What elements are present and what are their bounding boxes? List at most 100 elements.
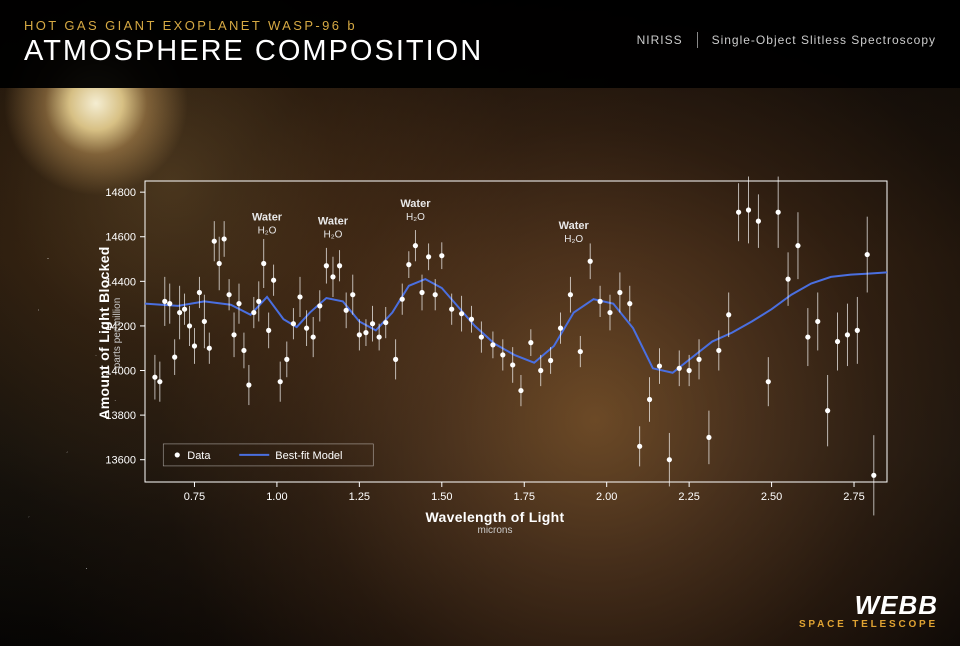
spectrum-chart: Amount of Light Blocked parts per millio… bbox=[95, 175, 895, 490]
x-axis-units: microns bbox=[426, 525, 565, 536]
data-point bbox=[400, 297, 405, 302]
header-divider bbox=[697, 32, 698, 48]
data-point bbox=[500, 352, 505, 357]
data-point bbox=[766, 379, 771, 384]
data-point bbox=[647, 397, 652, 402]
data-point bbox=[197, 290, 202, 295]
data-point bbox=[510, 362, 515, 367]
data-point bbox=[222, 236, 227, 241]
data-point bbox=[433, 292, 438, 297]
data-point bbox=[736, 210, 741, 215]
data-point bbox=[548, 358, 553, 363]
x-axis-label: Wavelength of Light microns bbox=[426, 509, 565, 536]
data-point bbox=[726, 312, 731, 317]
legend-model-label: Best-fit Model bbox=[275, 450, 342, 462]
data-point bbox=[256, 299, 261, 304]
data-point bbox=[192, 343, 197, 348]
logo-webb: WEBB bbox=[799, 594, 938, 617]
x-axis-title: Wavelength of Light bbox=[426, 509, 565, 525]
x-tick-label: 1.25 bbox=[349, 491, 370, 503]
data-point bbox=[187, 323, 192, 328]
data-point bbox=[406, 262, 411, 267]
x-tick-label: 2.25 bbox=[678, 491, 699, 503]
data-point bbox=[528, 340, 533, 345]
data-point bbox=[637, 444, 642, 449]
data-point bbox=[291, 321, 296, 326]
x-tick-label: 1.50 bbox=[431, 491, 452, 503]
data-point bbox=[344, 308, 349, 313]
data-point bbox=[871, 473, 876, 478]
data-point bbox=[756, 219, 761, 224]
data-point bbox=[449, 307, 454, 312]
data-point bbox=[177, 310, 182, 315]
data-point bbox=[246, 382, 251, 387]
data-point bbox=[469, 317, 474, 322]
data-point bbox=[667, 457, 672, 462]
data-point bbox=[627, 301, 632, 306]
data-point bbox=[588, 259, 593, 264]
data-point bbox=[490, 342, 495, 347]
data-point bbox=[266, 328, 271, 333]
y-tick-label: 14800 bbox=[105, 187, 136, 199]
water-annotation-formula: H₂O bbox=[258, 225, 277, 236]
header-bar: HOT GAS GIANT EXOPLANET WASP-96 b ATMOSP… bbox=[0, 0, 960, 88]
data-point bbox=[835, 339, 840, 344]
data-point bbox=[261, 261, 266, 266]
data-point bbox=[202, 319, 207, 324]
instrument-label: NIRISS bbox=[637, 33, 683, 47]
data-point bbox=[377, 334, 382, 339]
data-point bbox=[538, 368, 543, 373]
data-point bbox=[459, 311, 464, 316]
data-point bbox=[383, 320, 388, 325]
legend-data-label: Data bbox=[187, 450, 211, 462]
model-curve bbox=[145, 272, 887, 372]
data-point bbox=[157, 379, 162, 384]
data-point bbox=[357, 332, 362, 337]
data-point bbox=[785, 277, 790, 282]
data-point bbox=[815, 319, 820, 324]
data-point bbox=[226, 292, 231, 297]
data-point bbox=[568, 292, 573, 297]
data-point bbox=[152, 375, 157, 380]
y-tick-label: 14600 bbox=[105, 232, 136, 244]
data-point bbox=[696, 357, 701, 362]
mode-label: Single-Object Slitless Spectroscopy bbox=[712, 33, 936, 47]
data-point bbox=[167, 301, 172, 306]
data-point bbox=[304, 326, 309, 331]
data-point bbox=[419, 290, 424, 295]
header-right: NIRISS Single-Object Slitless Spectrosco… bbox=[637, 32, 936, 48]
data-point bbox=[746, 207, 751, 212]
data-point bbox=[162, 299, 167, 304]
data-point bbox=[805, 334, 810, 339]
data-point bbox=[370, 321, 375, 326]
data-point bbox=[706, 435, 711, 440]
data-point bbox=[236, 301, 241, 306]
data-point bbox=[716, 348, 721, 353]
chart-svg: 136001380014000142001440014600148000.751… bbox=[95, 175, 895, 490]
data-point bbox=[311, 334, 316, 339]
data-point bbox=[217, 261, 222, 266]
data-point bbox=[795, 243, 800, 248]
x-tick-label: 1.75 bbox=[514, 491, 535, 503]
data-point bbox=[617, 290, 622, 295]
data-point bbox=[278, 379, 283, 384]
data-point bbox=[393, 357, 398, 362]
data-point bbox=[231, 332, 236, 337]
data-point bbox=[439, 253, 444, 258]
water-annotation: Water bbox=[252, 211, 283, 223]
data-point bbox=[776, 210, 781, 215]
y-axis-label: Amount of Light Blocked parts per millio… bbox=[96, 246, 123, 419]
logo-space: SPACE TELESCOPE bbox=[799, 619, 938, 630]
y-axis-units: parts per million bbox=[112, 246, 123, 419]
data-point bbox=[855, 328, 860, 333]
x-tick-label: 2.75 bbox=[843, 491, 864, 503]
data-point bbox=[251, 310, 256, 315]
x-tick-label: 0.75 bbox=[184, 491, 205, 503]
water-annotation-formula: H₂O bbox=[564, 234, 583, 245]
water-annotation: Water bbox=[559, 220, 590, 232]
x-tick-label: 1.00 bbox=[266, 491, 287, 503]
data-point bbox=[330, 274, 335, 279]
main-title: ATMOSPHERE COMPOSITION bbox=[24, 35, 483, 68]
data-point bbox=[363, 330, 368, 335]
data-point bbox=[350, 292, 355, 297]
